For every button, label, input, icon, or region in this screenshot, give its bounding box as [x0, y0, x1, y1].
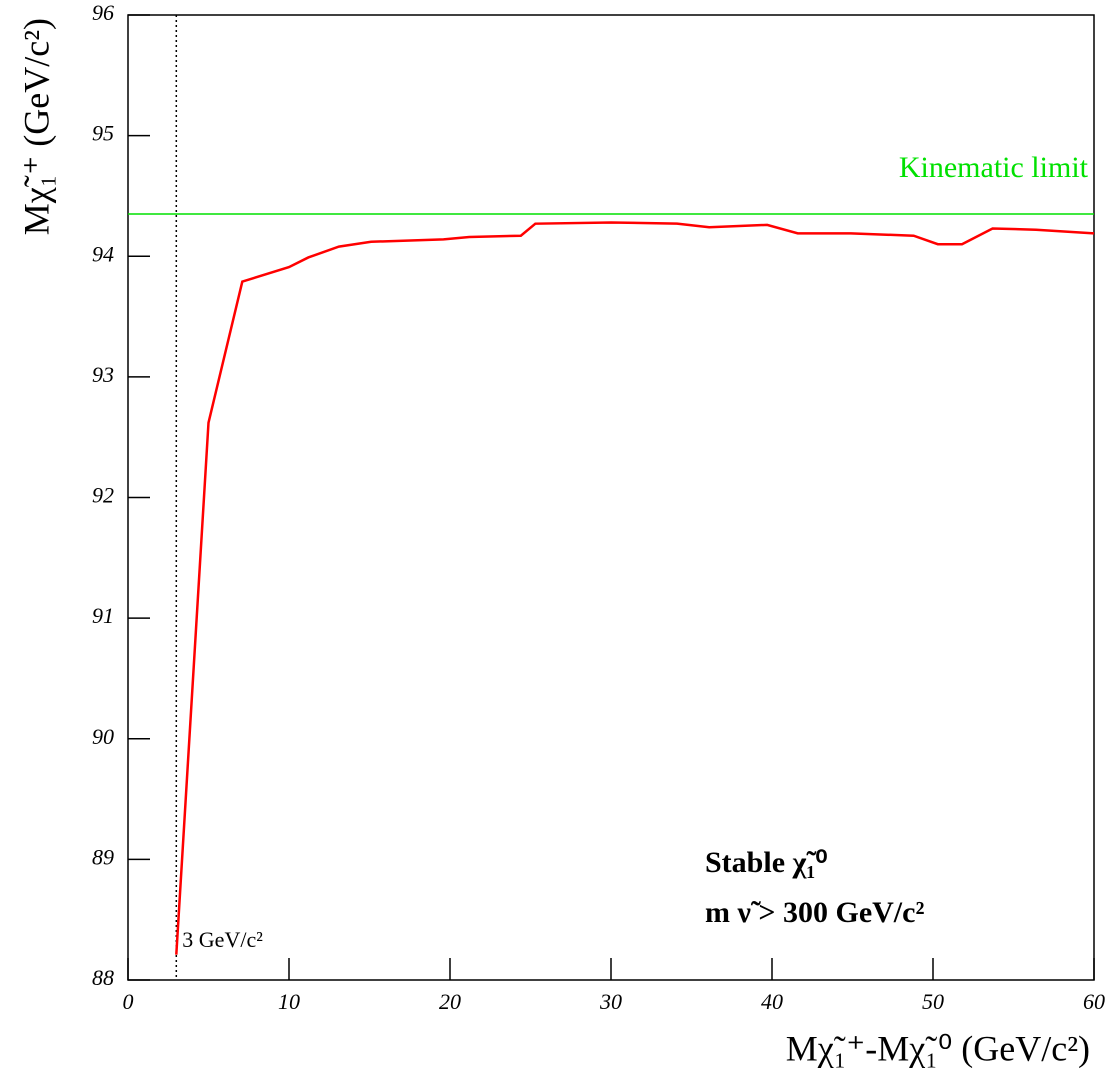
y-tick-label: 96 [92, 0, 114, 25]
y-tick-label: 94 [92, 241, 114, 266]
y-axis-title: Mχ̃₁⁺ (GeV/c²) [16, 18, 56, 235]
y-tick-label: 95 [92, 121, 114, 146]
y-tick-label: 89 [92, 844, 114, 869]
data-line [175, 221, 1095, 955]
y-tick-label: 88 [92, 965, 114, 990]
x-tick-label: 30 [599, 989, 622, 1014]
x-axis-title: Mχ̃₁⁺-Mχ̃₁⁰ (GeV/c²) [786, 1028, 1090, 1068]
annotation: Stable χ̃₁⁰ [705, 846, 827, 879]
x-tick-label: 40 [761, 989, 783, 1014]
annotation: m ν̃ > 300 GeV/c² [705, 896, 924, 929]
y-tick-label: 90 [92, 724, 114, 749]
x-tick-label: 10 [278, 989, 300, 1014]
x-tick-label: 50 [922, 989, 944, 1014]
y-tick-label: 91 [92, 603, 114, 628]
limit-label: Kinematic limit [899, 151, 1089, 184]
y-tick-label: 93 [92, 362, 114, 387]
cut-label: 3 GeV/c² [182, 927, 263, 952]
x-tick-label: 60 [1083, 989, 1105, 1014]
x-tick-label: 0 [123, 989, 134, 1014]
x-tick-label: 20 [439, 989, 461, 1014]
y-tick-label: 92 [92, 483, 114, 508]
